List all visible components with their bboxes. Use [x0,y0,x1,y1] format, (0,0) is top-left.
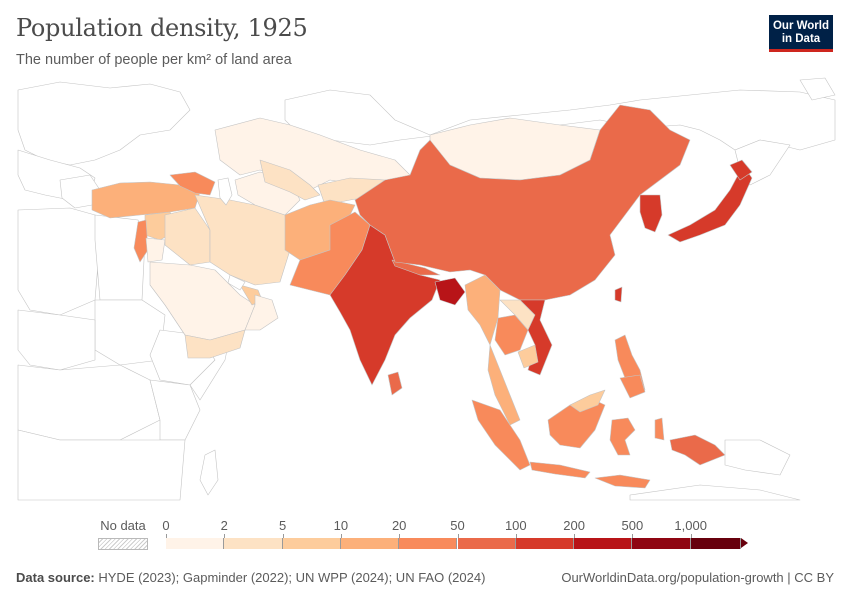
legend-color-bin[interactable] [340,538,400,549]
legend-tick-label: 5 [278,518,287,533]
legend-tick-label: 200 [563,518,585,533]
persian-gulf [227,274,246,291]
country-korea [639,194,663,233]
legend-arrow [740,538,748,548]
legend-color-bin[interactable] [457,538,516,549]
legend-tick-label: 500 [621,518,644,533]
footer-link[interactable]: OurWorldinData.org/population-growth | C… [561,570,834,585]
country-arctic-islands [799,77,836,101]
choropleth-map[interactable] [0,75,850,515]
country-lesser-sunda [594,474,651,489]
country-sabah [569,389,606,413]
country-iraq [164,207,211,266]
legend-tick-label: 20 [391,518,407,533]
legend-color-bin[interactable] [399,538,458,549]
legend-tick-label: 2 [220,518,228,533]
color-legend: No data 0 2 5 10 20 50 100 200 500 1,000 [98,518,758,558]
caspian-sea [217,177,233,206]
country-nepal [391,259,441,276]
country-europe-north [17,81,191,166]
country-iran [194,194,291,286]
country-lebanon-israel [133,219,149,263]
legend-color-bin[interactable] [632,538,691,549]
no-data-label: No data [100,518,146,533]
country-sri-lanka [387,371,403,396]
legend-tick-label: 100 [504,518,527,533]
legend-color-bin[interactable] [166,538,225,549]
data-countries [91,104,753,489]
legend-color-bin[interactable] [224,538,283,549]
country-sahel [17,309,96,371]
country-myanmar [464,274,501,346]
country-caucasus [169,171,216,196]
country-cambodia [517,344,539,369]
legend-tick-label: 0 [162,518,170,533]
logo-line-1: Our World [772,20,829,32]
country-uzbekistan [259,159,321,201]
country-yemen [184,329,246,359]
country-southern-africa [17,429,186,501]
legend-tick-label: 50 [450,518,465,533]
country-jordan [145,237,166,263]
chart-title: Population density, 1925 [16,14,308,42]
country-mindanao [619,374,646,399]
country-java [529,461,591,479]
country-papua-new-guinea [724,439,791,476]
owid-logo[interactable]: Our World in Data [769,15,833,52]
country-moluccas [654,417,665,441]
data-source-label: Data source: [16,570,95,585]
country-north-africa-west [17,207,101,316]
legend-color-bin[interactable] [574,538,633,549]
country-sulawesi [609,417,636,456]
country-central-africa [17,364,161,441]
country-vietnam [519,299,553,376]
legend-tick-label: 10 [333,518,349,533]
country-malay-peninsula [487,344,521,426]
country-madagascar [199,449,219,496]
country-sumatra [471,399,531,471]
legend-tick-label: 1,000 [674,518,707,533]
country-australia [629,484,801,501]
logo-line-2: in Data [781,32,821,45]
legend-color-bin[interactable] [515,538,575,549]
legend-color-bin[interactable] [282,538,341,549]
no-data-countries [17,77,836,501]
country-india [329,224,441,386]
country-oman [244,294,279,331]
legend-color-bin[interactable] [690,538,741,549]
country-taiwan [614,286,623,303]
country-hokkaido [729,159,753,181]
coastline-details [149,177,246,336]
data-source-text: HYDE (2023); Gapminder (2022); UN WPP (2… [98,570,486,585]
data-source: Data source: HYDE (2023); Gapminder (202… [16,570,485,585]
country-bangladesh [434,277,466,306]
red-sea-coast [149,284,186,336]
no-data-swatch [98,538,148,550]
chart-subtitle: The number of people per km² of land are… [16,52,292,68]
country-new-guinea-west [669,434,726,466]
